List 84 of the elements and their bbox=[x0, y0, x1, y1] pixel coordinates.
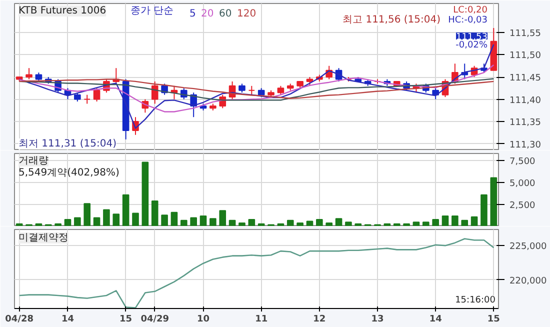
bar bbox=[142, 162, 149, 226]
x-tick-label: 10 bbox=[197, 314, 210, 324]
chart-title: 미결제약정 bbox=[18, 232, 68, 244]
x-tick-label: 04/28 bbox=[5, 314, 34, 324]
bar bbox=[470, 216, 478, 226]
bar bbox=[490, 177, 498, 226]
y-tick-label: 111,45 bbox=[510, 74, 541, 84]
bar bbox=[393, 223, 400, 226]
bar bbox=[296, 222, 304, 226]
y-tick-label: 220,000 bbox=[510, 276, 547, 286]
x-tick-label: 15 bbox=[487, 314, 500, 324]
y-tick-label: 7,500 bbox=[510, 157, 536, 168]
annotation: 최저 111,31 (15:04) bbox=[18, 138, 117, 150]
y-tick-label: 2,500 bbox=[510, 201, 536, 212]
bar bbox=[16, 223, 23, 226]
bar bbox=[54, 223, 62, 226]
bar bbox=[35, 223, 42, 226]
bar bbox=[93, 217, 100, 226]
x-tick-label: 04/29 bbox=[140, 314, 170, 324]
bar bbox=[384, 223, 391, 226]
annotation: HC:-0,03 bbox=[448, 16, 488, 26]
bar bbox=[432, 218, 439, 226]
x-tick-label: 14 bbox=[429, 314, 442, 324]
bar bbox=[452, 215, 458, 226]
bar bbox=[180, 220, 188, 226]
x-tick-label: 13 bbox=[371, 314, 384, 324]
bar bbox=[345, 222, 352, 226]
bar bbox=[326, 222, 333, 226]
bar bbox=[442, 215, 449, 226]
text: 60 bbox=[219, 8, 232, 20]
bar bbox=[219, 210, 226, 226]
bar bbox=[480, 194, 488, 226]
annotation: LC:0,20 bbox=[453, 6, 488, 16]
bar bbox=[354, 223, 362, 226]
text: 120 bbox=[237, 8, 256, 20]
bar bbox=[132, 212, 139, 226]
bar bbox=[112, 214, 120, 226]
bar bbox=[248, 218, 256, 226]
y-tick-label: 5,000 bbox=[510, 179, 536, 190]
bar bbox=[151, 200, 158, 226]
y-tick-label: 111,55 bbox=[510, 28, 541, 39]
bar bbox=[238, 222, 246, 226]
y-tick-label: 111,50 bbox=[510, 51, 542, 62]
bar bbox=[103, 209, 110, 226]
y-tick-label: 111,40 bbox=[510, 96, 542, 106]
bar bbox=[412, 222, 420, 226]
bar bbox=[335, 218, 342, 226]
text: 5 bbox=[190, 8, 196, 20]
bar bbox=[277, 223, 284, 226]
y-tick-label: 111,30 bbox=[510, 140, 542, 150]
bar bbox=[64, 218, 72, 226]
annotation: -0,02% bbox=[456, 40, 488, 50]
bar bbox=[170, 212, 178, 226]
bar bbox=[306, 220, 314, 226]
annotation: 15:16:00 bbox=[455, 296, 496, 306]
candlestick bbox=[26, 68, 32, 80]
y-tick-label: 225,000 bbox=[510, 242, 547, 252]
candlestick bbox=[151, 80, 158, 104]
chart-title: 거래량 bbox=[18, 156, 48, 166]
text: 20 bbox=[201, 8, 214, 20]
bar bbox=[228, 220, 236, 226]
candlestick bbox=[93, 88, 100, 102]
bar bbox=[461, 220, 468, 226]
x-tick-label: 15 bbox=[120, 314, 132, 324]
legend-title: 종가 단순 bbox=[130, 6, 174, 16]
bar bbox=[74, 217, 81, 226]
bar bbox=[190, 217, 197, 226]
x-tick-label: 11 bbox=[255, 314, 268, 324]
bar bbox=[84, 203, 91, 226]
annotation: 최고 111,56 (15:04) bbox=[342, 14, 441, 26]
bar bbox=[258, 223, 265, 226]
bar bbox=[122, 194, 130, 226]
x-tick-label: 12 bbox=[313, 314, 326, 324]
bar bbox=[286, 220, 294, 226]
text: 5,549계약(402,98%) bbox=[18, 168, 120, 178]
bar bbox=[403, 223, 410, 226]
chart-title: KTB Futures 1006 bbox=[18, 6, 106, 16]
y-tick-label: 111,35 bbox=[510, 118, 541, 128]
bar bbox=[422, 222, 430, 226]
bar bbox=[200, 215, 207, 226]
bar bbox=[210, 218, 216, 226]
x-tick-label: 14 bbox=[61, 314, 74, 324]
bar bbox=[161, 214, 168, 226]
bar bbox=[316, 218, 323, 226]
